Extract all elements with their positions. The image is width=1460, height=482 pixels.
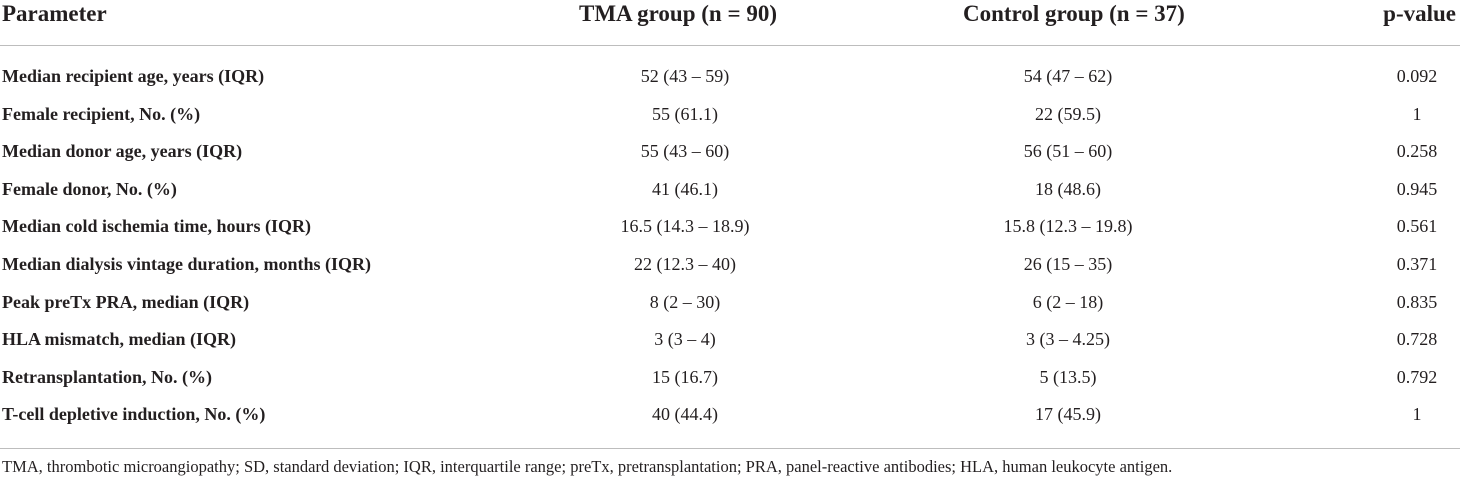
header-tma-group: TMA group (n = 90) [579, 1, 777, 26]
cell-tma: 22 (12.3 – 40) [634, 253, 736, 274]
table-row: T-cell depletive induction, No. (%) 40 (… [0, 396, 1460, 434]
cell-tma: 40 (44.4) [652, 404, 718, 425]
cell-p-value: 0.792 [1396, 366, 1438, 387]
table-row: Retransplantation, No. (%) 15 (16.7) 5 (… [0, 359, 1460, 397]
cell-parameter: Median dialysis vintage duration, months… [2, 253, 372, 274]
table-row: Median donor age, years (IQR) 55 (43 – 6… [0, 133, 1460, 171]
cell-tma: 55 (61.1) [652, 103, 718, 124]
table-row: Median recipient age, years (IQR) 52 (43… [0, 58, 1460, 96]
header-p-value: p-value [1383, 1, 1456, 26]
cell-parameter: Peak preTx PRA, median (IQR) [2, 291, 250, 312]
cell-tma: 55 (43 – 60) [640, 141, 730, 162]
table-row: Median cold ischemia time, hours (IQR) 1… [0, 208, 1460, 246]
header-control-group: Control group (n = 37) [963, 1, 1185, 26]
cell-control: 54 (47 – 62) [1023, 66, 1113, 86]
cell-parameter: Female recipient, No. (%) [2, 103, 201, 124]
cell-tma: 8 (2 – 30) [649, 291, 721, 312]
cell-parameter: Median donor age, years (IQR) [2, 141, 243, 162]
cell-tma: 41 (46.1) [652, 178, 718, 199]
footer-divider [0, 448, 1460, 449]
cell-tma: 15 (16.7) [652, 366, 718, 387]
cell-p-value: 0.728 [1396, 329, 1438, 350]
cell-p-value: 0.945 [1396, 178, 1438, 199]
cell-tma: 52 (43 – 59) [640, 66, 730, 86]
table-row: Median dialysis vintage duration, months… [0, 246, 1460, 284]
cell-p-value: 0.371 [1396, 253, 1438, 274]
cell-control: 26 (15 – 35) [1023, 253, 1113, 274]
cell-p-value: 0.561 [1396, 216, 1438, 237]
cell-control: 56 (51 – 60) [1023, 141, 1113, 162]
table-footnote: TMA, thrombotic microangiopathy; SD, sta… [2, 457, 1173, 476]
table-row: Peak preTx PRA, median (IQR) 8 (2 – 30) … [0, 284, 1460, 322]
cell-parameter: T-cell depletive induction, No. (%) [2, 404, 266, 425]
cell-tma: 16.5 (14.3 – 18.9) [620, 216, 750, 237]
cell-p-value: 0.092 [1396, 66, 1438, 86]
table-row: HLA mismatch, median (IQR) 3 (3 – 4) 3 (… [0, 321, 1460, 359]
table-row: Female donor, No. (%) 41 (46.1) 18 (48.6… [0, 171, 1460, 209]
cell-p-value: 0.835 [1396, 291, 1438, 312]
table-header: Parameter TMA group (n = 90) Control gro… [0, 0, 1460, 44]
cell-control: 15.8 (12.3 – 19.8) [1003, 216, 1133, 237]
cell-parameter: Median recipient age, years (IQR) [2, 66, 265, 86]
cell-p-value: 1 [1412, 404, 1422, 425]
cell-control: 5 (13.5) [1039, 366, 1097, 387]
header-divider [0, 45, 1460, 46]
cell-parameter: Median cold ischemia time, hours (IQR) [2, 216, 311, 237]
cell-control: 3 (3 – 4.25) [1026, 329, 1110, 350]
cell-parameter: HLA mismatch, median (IQR) [2, 329, 236, 350]
cell-control: 18 (48.6) [1035, 178, 1101, 199]
cell-parameter: Retransplantation, No. (%) [2, 366, 212, 387]
cell-control: 6 (2 – 18) [1032, 291, 1104, 312]
header-parameter: Parameter [2, 1, 107, 26]
cell-p-value: 0.258 [1396, 141, 1438, 162]
cell-p-value: 1 [1412, 103, 1422, 124]
cell-control: 17 (45.9) [1035, 404, 1101, 425]
table-row: Female recipient, No. (%) 55 (61.1) 22 (… [0, 96, 1460, 134]
cell-control: 22 (59.5) [1035, 103, 1101, 124]
cell-parameter: Female donor, No. (%) [2, 178, 177, 199]
cell-tma: 3 (3 – 4) [654, 329, 716, 350]
table-body: Median recipient age, years (IQR) 52 (43… [0, 58, 1460, 434]
